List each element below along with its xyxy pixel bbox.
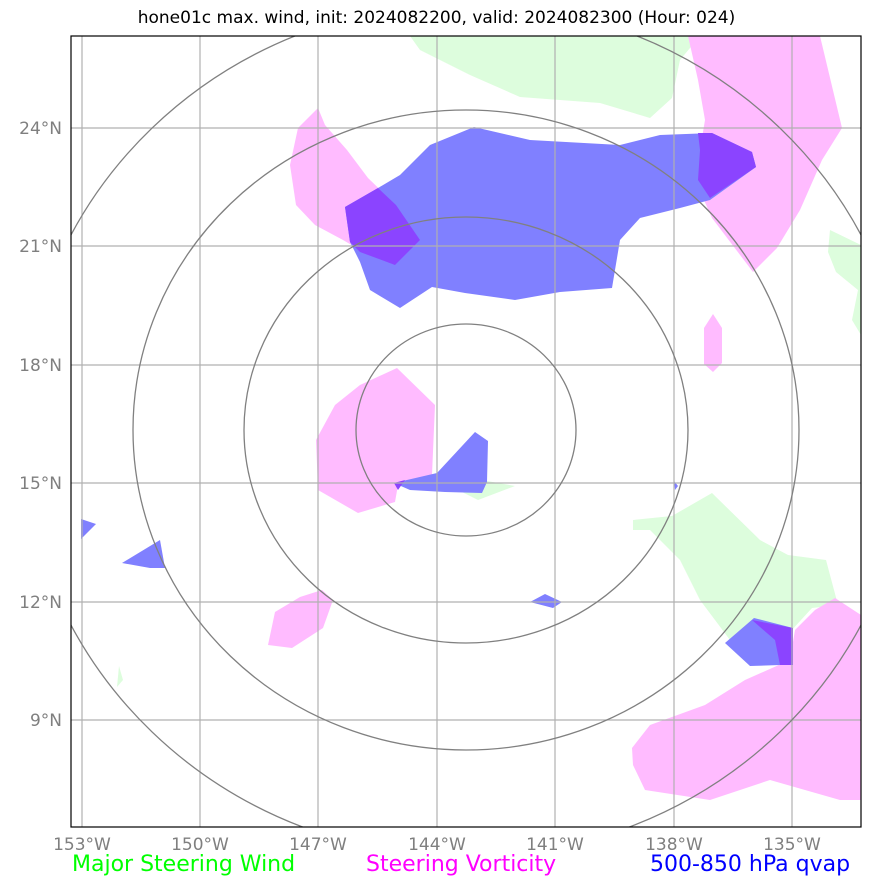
map-frame — [70, 35, 862, 828]
wind-area-east — [828, 230, 861, 335]
range-ring-3 — [132, 109, 800, 751]
qvap-area-north-band — [345, 127, 756, 308]
vorticity-area-east-small — [704, 314, 722, 372]
lat-label: 12°N — [19, 593, 62, 613]
qvap-area-center — [394, 432, 488, 493]
vorticity-area-southwest — [268, 590, 333, 648]
lon-label: 147°W — [289, 835, 347, 855]
wind-area-small-west — [117, 666, 123, 687]
vorticity-area-southeast — [632, 598, 861, 800]
map-title: hone01c max. wind, init: 2024082200, val… — [137, 8, 736, 28]
vorticity-area-northeast — [688, 36, 842, 272]
range-ring-1 — [355, 323, 577, 537]
legend-steering-vorticity: Steering Vorticity — [366, 852, 557, 877]
lon-label: 153°W — [53, 835, 111, 855]
lat-lon-grid — [71, 36, 861, 827]
lon-label: 138°W — [645, 835, 703, 855]
lat-label: 24°N — [19, 119, 62, 139]
lat-label: 15°N — [19, 474, 62, 494]
overlap-area-southeast — [752, 620, 793, 665]
overlap-area-northeast — [698, 133, 756, 198]
lat-label: 9°N — [30, 711, 62, 731]
vorticity-area-center — [316, 368, 435, 513]
lat-label: 18°N — [19, 356, 62, 376]
qvap-area-west — [122, 540, 165, 568]
qvap-area-west-edge — [81, 519, 96, 539]
steering-vorticity-areas — [268, 36, 861, 800]
lon-label: 150°W — [171, 835, 229, 855]
lat-label: 21°N — [19, 237, 62, 257]
range-ring-2 — [243, 216, 689, 644]
lon-label: 144°W — [408, 835, 466, 855]
legend-steering-wind: Major Steering Wind — [72, 852, 296, 877]
legend-qvap: 500-850 hPa qvap — [650, 852, 851, 877]
qvap-area-south — [530, 594, 562, 608]
range-rings — [71, 36, 861, 827]
lon-label: 135°W — [763, 835, 821, 855]
lon-label: 141°W — [526, 835, 584, 855]
longitude-labels: 153°W 150°W 147°W 144°W 141°W 138°W 135°… — [53, 835, 821, 855]
wind-area-southeast — [633, 493, 838, 640]
latitude-labels: 24°N 21°N 18°N 15°N 12°N 9°N — [19, 119, 62, 731]
